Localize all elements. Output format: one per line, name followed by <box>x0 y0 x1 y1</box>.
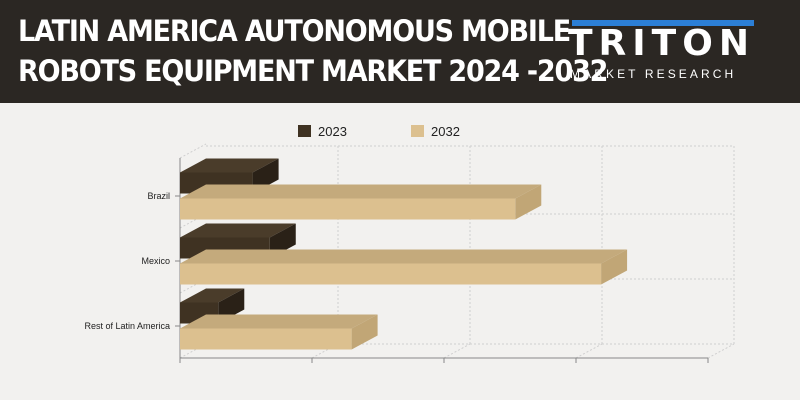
page-title: LATIN AMERICA AUTONOMOUS MOBILE ROBOTS E… <box>18 12 608 92</box>
bar-2032 <box>180 184 542 220</box>
logo-accent-bar <box>572 20 754 26</box>
legend-swatch-2032 <box>411 125 424 137</box>
title-line-2: ROBOTS EQUIPMENT MARKET 2024 -2032 <box>18 55 608 89</box>
category-label: Rest of Latin America <box>84 321 170 331</box>
legend-label-2023: 2023 <box>318 124 347 139</box>
grid-line-floor <box>443 343 471 359</box>
bar-side-face <box>515 184 542 220</box>
bar-top-face <box>180 314 378 329</box>
bar-side-face <box>601 249 628 285</box>
bar-front-face <box>180 198 516 220</box>
logo-main-text: TRITON <box>568 23 755 64</box>
bar-top-face <box>180 223 296 238</box>
legend-swatch-2023 <box>298 125 311 137</box>
bar-2032 <box>180 314 378 350</box>
triton-logo: TRITON MARKET RESEARCH <box>568 16 758 86</box>
bar-side-face <box>351 314 378 350</box>
grid-line-floor <box>707 343 735 359</box>
logo-sub-text: MARKET RESEARCH <box>570 67 737 81</box>
legend-label-2032: 2032 <box>431 124 460 139</box>
bar-chart: Brazil Mexico Rest of Latin America 2023 2… <box>84 124 735 363</box>
bar-2032 <box>180 249 628 285</box>
bar-front-face <box>180 263 602 285</box>
chart-bars <box>180 158 628 350</box>
grid-line-floor <box>575 343 603 359</box>
bar-top-face <box>180 288 245 303</box>
category-label: Brazil <box>147 191 170 201</box>
header-banner: LATIN AMERICA AUTONOMOUS MOBILE ROBOTS E… <box>0 0 800 103</box>
bar-top-face <box>180 158 279 173</box>
bar-front-face <box>180 328 352 350</box>
bar-top-face <box>180 249 628 264</box>
grid-line-side <box>179 143 207 159</box>
bar-top-face <box>180 184 542 199</box>
category-label: Mexico <box>141 256 170 266</box>
title-line-1: LATIN AMERICA AUTONOMOUS MOBILE <box>18 15 571 49</box>
chart-legend: 2023 2032 <box>298 124 460 139</box>
